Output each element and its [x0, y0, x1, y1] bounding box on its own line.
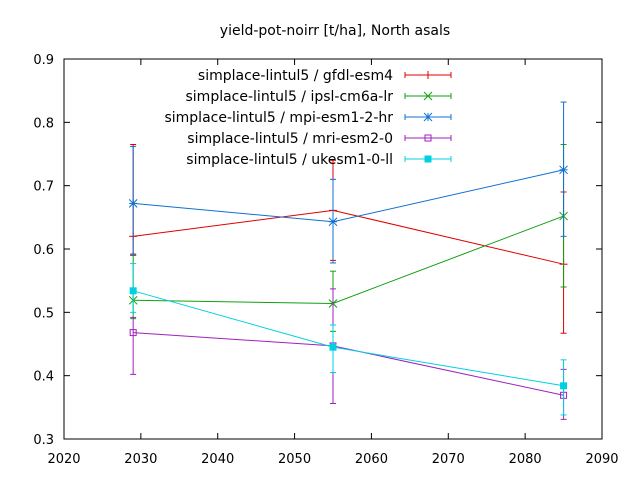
x-tick-label: 2060: [355, 452, 388, 467]
y-tick-label: 0.7: [33, 180, 54, 195]
series-1: [129, 144, 568, 334]
marker-stroke: [329, 343, 337, 351]
series-3: [128, 101, 568, 264]
data-point: [128, 199, 138, 208]
legend-marker: [424, 134, 432, 142]
chart-title: yield-pot-noirr [t/ha], North asals: [220, 23, 450, 39]
marker-stroke: [560, 382, 568, 390]
marker-stroke: [128, 199, 138, 208]
legend-marker: [423, 91, 433, 101]
legend-marker: [424, 155, 432, 163]
legend-entry-5: simplace-lintul5 / ukesm1-0-ll: [186, 152, 452, 168]
axes: 2020 2030 2040 2050 2060 2070 2080 2090 0.3 0.4 0.…: [33, 53, 618, 467]
legend: simplace-lintul5 / gfdl-esm4 simplace-lin…: [164, 68, 452, 168]
x-tick-label: 2070: [432, 452, 465, 467]
legend-label: simplace-lintul5 / gfdl-esm4: [198, 68, 393, 84]
y-tick-label: 0.6: [33, 243, 54, 258]
data-point: [559, 165, 568, 175]
legend-entry-3: simplace-lintul5 / mpi-esm1-2-hr: [164, 110, 452, 126]
series-layer: [128, 101, 568, 420]
marker-stroke: [328, 217, 338, 227]
y-tick-label: 0.4: [33, 370, 54, 385]
x-tick-label: 2020: [47, 452, 80, 467]
marker-stroke: [129, 287, 137, 295]
legend-label: simplace-lintul5 / mri-esm2-0: [187, 131, 393, 147]
marker-stroke: [424, 134, 432, 142]
data-point: [560, 382, 568, 390]
y-tick-label: 0.9: [33, 53, 54, 68]
x-tick-label: 2030: [124, 452, 157, 467]
y-tick-label: 0.8: [33, 116, 54, 131]
x-tick-label: 2050: [278, 452, 311, 467]
legend-label: simplace-lintul5 / mpi-esm1-2-hr: [164, 110, 393, 126]
legend-label: simplace-lintul5 / ukesm1-0-ll: [186, 152, 393, 168]
marker-stroke: [423, 91, 433, 101]
error-bar: [130, 316, 137, 375]
data-point: [129, 329, 137, 337]
legend-entry-1: simplace-lintul5 / gfdl-esm4: [198, 68, 452, 84]
data-point: [129, 287, 137, 295]
marker-stroke: [424, 155, 432, 163]
legend-entry-2: simplace-lintul5 / ipsl-cm6a-lr: [186, 89, 452, 105]
marker-stroke: [129, 329, 137, 337]
series-line: [133, 215, 564, 304]
series-5: [129, 263, 568, 416]
x-tick-label: 2090: [585, 452, 618, 467]
series-line: [133, 290, 564, 387]
legend-label: simplace-lintul5 / ipsl-cm6a-lr: [186, 89, 394, 105]
data-point: [329, 343, 337, 351]
series-line: [133, 332, 564, 396]
y-tick-label: 0.3: [33, 433, 54, 448]
x-tick-label: 2080: [509, 452, 542, 467]
series-2: [128, 144, 568, 332]
data-point: [328, 217, 338, 227]
legend-marker: [424, 71, 432, 79]
marker-stroke: [423, 112, 433, 122]
legend-marker: [423, 112, 433, 122]
y-tick-label: 0.5: [33, 306, 54, 321]
legend-entry-4: simplace-lintul5 / mri-esm2-0: [187, 131, 452, 147]
marker-stroke: [559, 165, 568, 175]
x-tick-label: 2040: [201, 452, 234, 467]
